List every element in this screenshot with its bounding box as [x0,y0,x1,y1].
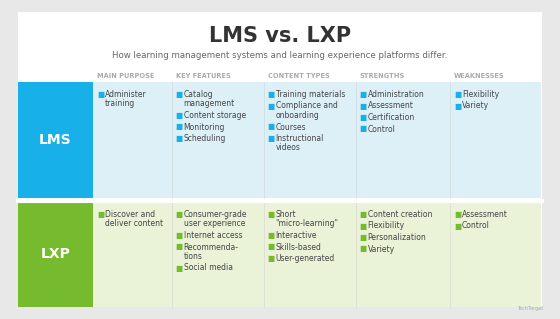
Text: ■: ■ [268,242,275,251]
Text: user experience: user experience [184,219,245,228]
Text: ■: ■ [454,101,461,110]
Text: Recommenda-: Recommenda- [184,242,239,251]
Text: Short: Short [276,210,296,219]
Text: ■: ■ [268,90,275,99]
Text: Administration: Administration [368,90,424,99]
Text: ■: ■ [176,111,183,120]
Text: Control: Control [368,124,395,133]
Text: ■: ■ [176,263,183,272]
Text: Compliance and: Compliance and [276,101,338,110]
Text: STRENGTHS: STRENGTHS [360,73,405,79]
Text: ■: ■ [268,101,275,110]
Text: Internet access: Internet access [184,231,242,240]
Text: Flexibility: Flexibility [462,90,499,99]
Text: ■: ■ [360,101,367,110]
Text: ■: ■ [360,113,367,122]
Text: "micro-learning": "micro-learning" [276,219,339,228]
Text: Personalization: Personalization [368,233,426,242]
Text: training: training [105,100,136,108]
Text: Discover and: Discover and [105,210,155,219]
Text: KEY FEATURES: KEY FEATURES [176,73,230,79]
Text: User-generated: User-generated [276,254,335,263]
Text: LMS vs. LXP: LMS vs. LXP [209,26,351,46]
Text: Training materials: Training materials [276,90,345,99]
Text: Content storage: Content storage [184,111,246,120]
Text: ■: ■ [360,221,367,231]
Text: ■: ■ [176,210,183,219]
Text: TechTarget: TechTarget [517,306,543,311]
Bar [93,82,541,198]
Text: ■: ■ [268,254,275,263]
Text: How learning management systems and learning experience platforms differ.: How learning management systems and lear… [113,51,447,61]
Bar [93,202,541,307]
Text: Content creation: Content creation [368,210,432,219]
Text: ■: ■ [360,210,367,219]
Text: ■: ■ [360,90,367,99]
Text: MAIN PURPOSE: MAIN PURPOSE [97,73,155,79]
Text: Courses: Courses [276,122,306,131]
Text: Monitoring: Monitoring [184,122,225,131]
Text: onboarding: onboarding [276,111,319,120]
Text: ■: ■ [454,221,461,231]
Text: ■: ■ [360,244,367,254]
Text: ■: ■ [268,231,275,240]
Text: management: management [184,100,235,108]
Text: ■: ■ [360,124,367,133]
Text: Variety: Variety [462,101,489,110]
Text: ■: ■ [268,210,275,219]
Text: Interactive: Interactive [276,231,317,240]
Text: Variety: Variety [368,244,395,254]
Text: LXP: LXP [40,248,71,262]
Text: Catalog: Catalog [184,90,213,99]
Text: deliver content: deliver content [105,219,163,228]
Text: ■: ■ [176,90,183,99]
Text: ■: ■ [176,242,183,251]
Text: Social media: Social media [184,263,232,272]
Text: ■: ■ [268,134,275,143]
Text: Skills-based: Skills-based [276,242,321,251]
Text: ■: ■ [97,210,104,219]
Text: Consumer-grade: Consumer-grade [184,210,247,219]
Text: ■: ■ [97,90,104,99]
Text: ■: ■ [268,122,275,131]
Text: Flexibility: Flexibility [368,221,405,231]
Bar [18,82,93,198]
Text: ■: ■ [454,90,461,99]
Text: Scheduling: Scheduling [184,134,226,143]
Text: videos: videos [276,144,301,152]
Text: Assessment: Assessment [462,210,508,219]
Text: Control: Control [462,221,490,231]
Text: Instructional: Instructional [276,134,324,143]
Text: ■: ■ [176,231,183,240]
Text: ■: ■ [176,122,183,131]
Text: LMS: LMS [39,133,72,147]
Text: ■: ■ [176,134,183,143]
Text: ■: ■ [360,233,367,242]
Text: Assessment: Assessment [368,101,413,110]
Text: Certification: Certification [368,113,415,122]
Text: WEAKNESSES: WEAKNESSES [454,73,505,79]
Text: ■: ■ [454,210,461,219]
Bar [18,202,93,307]
Text: tions: tions [184,252,203,261]
Text: Administer: Administer [105,90,147,99]
Text: CONTENT TYPES: CONTENT TYPES [268,73,329,79]
